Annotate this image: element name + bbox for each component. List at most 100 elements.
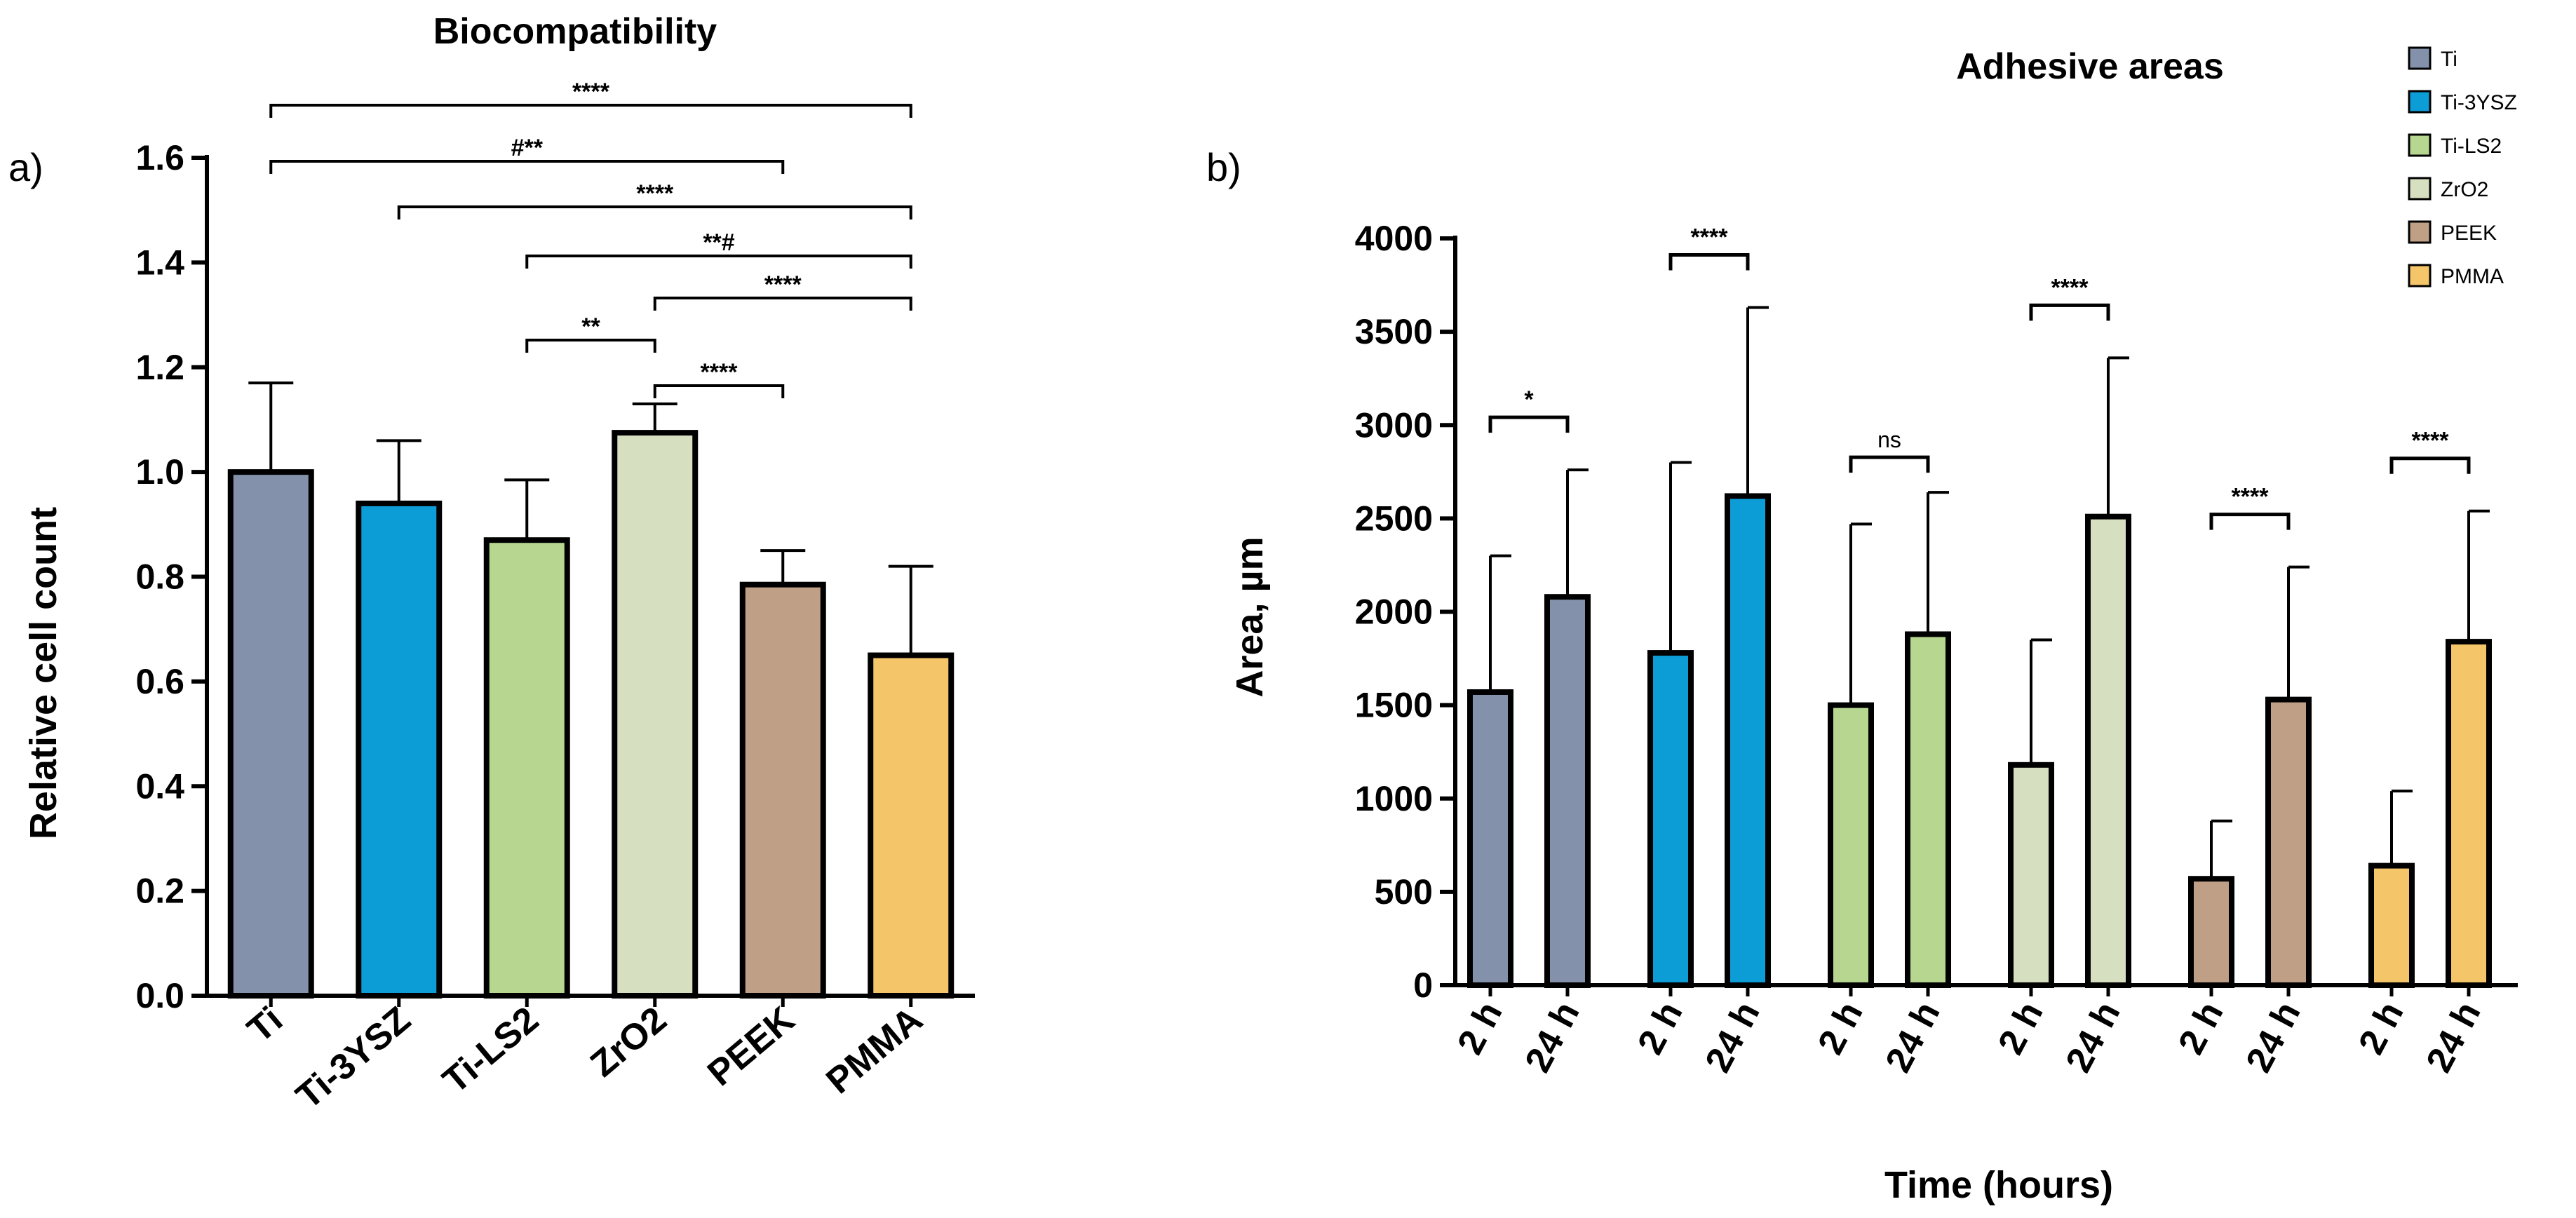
legend-swatch-ti-3ysz bbox=[2408, 90, 2432, 114]
significance-line bbox=[2209, 513, 2291, 530]
significance-label: **** bbox=[764, 271, 802, 298]
y-tick-label: 1000 bbox=[1355, 779, 1433, 818]
significance-line bbox=[269, 160, 785, 174]
bar-peek bbox=[739, 581, 826, 999]
x-tick-label: 2 h bbox=[2351, 995, 2411, 1061]
y-tick-label: 0.0 bbox=[135, 976, 184, 1015]
group-ti-ls2: 2 h 24 h ns bbox=[1810, 427, 1951, 1079]
y-tick-label: 1.6 bbox=[135, 138, 184, 177]
bar-peek-2h bbox=[2188, 876, 2234, 989]
chart-b-ylabel: Area, µm bbox=[1229, 536, 1271, 697]
group-pmma: 2 h 24 h **** bbox=[2351, 428, 2492, 1079]
significance-label: **** bbox=[572, 79, 610, 105]
y-tick-label: 1.4 bbox=[135, 243, 184, 282]
group-ti: 2 h 24 h * bbox=[1450, 386, 1591, 1079]
x-tick-label: Ti bbox=[240, 999, 290, 1051]
x-tick-label: 2 h bbox=[1990, 995, 2051, 1061]
y-tick-label: 4000 bbox=[1355, 219, 1433, 258]
significance-label: **** bbox=[2232, 484, 2270, 510]
y-tick-label: 0 bbox=[1413, 966, 1433, 1005]
significance-line bbox=[2389, 456, 2471, 474]
significance-label: * bbox=[1524, 386, 1534, 413]
bar-zro2-24h bbox=[2085, 513, 2131, 988]
x-tick-label: PMMA bbox=[818, 999, 930, 1102]
y-tick-label: 0.8 bbox=[135, 557, 184, 597]
significance-bracket: **** bbox=[269, 79, 912, 118]
significance-line bbox=[397, 205, 912, 219]
legend-swatch-ti-ls2 bbox=[2408, 133, 2432, 157]
x-tick-label: 24 h bbox=[1518, 995, 1588, 1078]
x-tick-label: 24 h bbox=[2058, 995, 2129, 1078]
chart-a-ylabel: Relative cell count bbox=[22, 507, 65, 839]
legend-label: ZrO2 bbox=[2441, 178, 2488, 201]
group-zro2: 2 h 24 h **** bbox=[1990, 274, 2131, 1079]
x-tick-label: Ti-3YSZ bbox=[289, 999, 419, 1117]
chart-b-xlabel: Time (hours) bbox=[1884, 1164, 2113, 1206]
significance-line bbox=[1849, 455, 1930, 473]
legend-swatch-peek bbox=[2408, 220, 2432, 244]
y-tick-label: 1.0 bbox=[135, 452, 184, 492]
significance-bracket: **** bbox=[397, 180, 912, 219]
bar-pmma bbox=[868, 652, 955, 999]
chart-b-title: Adhesive areas bbox=[1956, 46, 2224, 87]
legend-label: PMMA bbox=[2441, 265, 2504, 288]
x-tick-label: 2 h bbox=[1630, 995, 1690, 1061]
bar-ti-ls2-2h bbox=[1828, 702, 1874, 988]
significance-label: #** bbox=[511, 135, 544, 161]
significance-bracket: **** bbox=[653, 359, 785, 398]
bar-ti bbox=[227, 469, 314, 999]
significance-label: **** bbox=[701, 359, 739, 386]
y-tick-label: 2000 bbox=[1355, 593, 1433, 632]
legend-label: Ti-3YSZ bbox=[2441, 91, 2517, 114]
y-tick-label: 2500 bbox=[1355, 499, 1433, 538]
significance-line bbox=[653, 384, 785, 398]
significance-line bbox=[653, 297, 912, 311]
x-tick-label: 2 h bbox=[2171, 995, 2231, 1061]
x-tick-label: 2 h bbox=[1450, 995, 1510, 1061]
y-tick-label: 3500 bbox=[1355, 312, 1433, 351]
group-ti-3ysz: 2 h 24 h **** bbox=[1630, 224, 1771, 1079]
x-tick-label: 2 h bbox=[1810, 995, 1870, 1061]
significance-line bbox=[1488, 415, 1570, 433]
bar-ti-2h bbox=[1467, 689, 1513, 988]
y-tick-label: 1.2 bbox=[135, 348, 184, 387]
significance-label: **# bbox=[703, 229, 734, 256]
bar-ti-ls2 bbox=[483, 537, 570, 999]
significance-line bbox=[1668, 253, 1750, 271]
y-tick-label: 1500 bbox=[1355, 686, 1433, 725]
bar-ti-24h bbox=[1544, 594, 1591, 988]
x-tick-label: Ti-LS2 bbox=[436, 999, 546, 1102]
significance-bracket: ** bbox=[525, 313, 656, 353]
chart-a-title: Biocompatibility bbox=[433, 11, 717, 52]
significance-line bbox=[525, 255, 912, 269]
bar-ti-3ysz-24h bbox=[1725, 493, 1771, 988]
significance-label: **** bbox=[2412, 428, 2450, 454]
bar-zro2-2h bbox=[2008, 762, 2054, 988]
legend-swatch-ti bbox=[2408, 46, 2432, 70]
panel-a-label: a) bbox=[8, 145, 43, 189]
bar-pmma-2h bbox=[2368, 862, 2415, 988]
y-tick-label: 3000 bbox=[1355, 405, 1433, 445]
significance-label: **** bbox=[1691, 224, 1729, 251]
panel-b-label: b) bbox=[1206, 145, 1241, 189]
y-tick-label: 0.6 bbox=[135, 662, 184, 701]
bar-zro2 bbox=[612, 430, 699, 999]
legend-label: Ti bbox=[2441, 48, 2457, 71]
significance-bracket: **# bbox=[525, 229, 912, 269]
group-peek: 2 h 24 h **** bbox=[2171, 484, 2312, 1079]
significance-label: **** bbox=[636, 180, 674, 207]
legend-label: PEEK bbox=[2441, 222, 2497, 245]
chart-b-legend: Ti Ti-3YSZ Ti-LS2 ZrO2 PEEK PMMA bbox=[2408, 46, 2517, 288]
bar-ti-ls2-24h bbox=[1905, 631, 1951, 988]
bar-pmma-24h bbox=[2446, 639, 2492, 988]
y-tick-label: 0.2 bbox=[135, 872, 184, 911]
x-tick-label: 24 h bbox=[2239, 995, 2309, 1078]
legend-label: Ti-LS2 bbox=[2441, 135, 2502, 158]
x-tick-label: ZrO2 bbox=[583, 999, 674, 1085]
bar-ti-3ysz-2h bbox=[1647, 650, 1694, 988]
x-tick-label: 24 h bbox=[2419, 995, 2489, 1078]
x-tick-label: 24 h bbox=[1878, 995, 1948, 1078]
